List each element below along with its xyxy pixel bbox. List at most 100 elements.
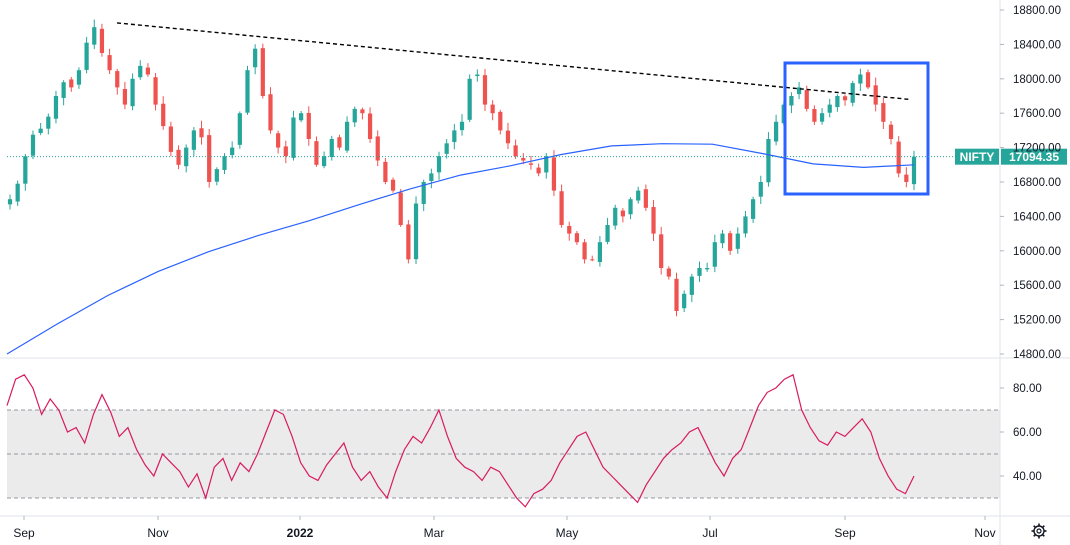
- candle[interactable]: [367, 107, 373, 143]
- candle[interactable]: [689, 273, 694, 303]
- candle[interactable]: [260, 43, 265, 99]
- candle[interactable]: [176, 145, 181, 170]
- candle[interactable]: [299, 110, 304, 123]
- candle[interactable]: [682, 290, 687, 313]
- candle[interactable]: [827, 98, 832, 118]
- candle[interactable]: [184, 144, 189, 173]
- candle[interactable]: [38, 123, 43, 136]
- candle[interactable]: [490, 100, 495, 121]
- candle[interactable]: [444, 139, 449, 159]
- rsi-pane[interactable]: [6, 373, 1000, 508]
- candle[interactable]: [283, 140, 288, 164]
- candle[interactable]: [321, 151, 327, 169]
- candle[interactable]: [314, 136, 319, 167]
- candle[interactable]: [904, 167, 909, 188]
- candle[interactable]: [222, 153, 227, 175]
- candle[interactable]: [597, 236, 603, 267]
- candle[interactable]: [850, 80, 855, 107]
- candle[interactable]: [199, 120, 204, 145]
- candle[interactable]: [207, 128, 212, 188]
- candle[interactable]: [344, 116, 350, 153]
- candle[interactable]: [674, 272, 679, 317]
- candle[interactable]: [835, 94, 840, 112]
- candle[interactable]: [390, 177, 396, 193]
- candle[interactable]: [482, 68, 488, 112]
- price-pane[interactable]: NIFTY 17094.35: [6, 19, 1067, 355]
- candle[interactable]: [559, 184, 564, 228]
- candle[interactable]: [337, 134, 342, 151]
- candle[interactable]: [628, 197, 633, 220]
- candle[interactable]: [383, 158, 388, 185]
- candle[interactable]: [590, 255, 595, 262]
- moving-average-line[interactable]: [6, 143, 915, 355]
- candle[interactable]: [735, 227, 740, 254]
- candle[interactable]: [705, 262, 710, 272]
- candle[interactable]: [53, 90, 59, 124]
- candle[interactable]: [567, 221, 572, 241]
- candle[interactable]: [360, 107, 365, 120]
- candle[interactable]: [459, 114, 465, 136]
- candle[interactable]: [46, 113, 51, 135]
- candle[interactable]: [130, 73, 135, 111]
- candle[interactable]: [873, 77, 878, 112]
- candle[interactable]: [429, 168, 434, 189]
- candle[interactable]: [406, 220, 411, 264]
- candle[interactable]: [528, 155, 534, 170]
- candle[interactable]: [605, 217, 610, 245]
- candle[interactable]: [23, 154, 28, 191]
- candle[interactable]: [773, 114, 779, 146]
- candle[interactable]: [7, 194, 13, 210]
- candle[interactable]: [375, 130, 380, 167]
- candle[interactable]: [191, 127, 196, 157]
- candle[interactable]: [398, 188, 403, 227]
- candle[interactable]: [92, 19, 97, 50]
- candle[interactable]: [145, 63, 151, 77]
- candle[interactable]: [413, 196, 419, 265]
- candle[interactable]: [115, 68, 120, 95]
- candle[interactable]: [819, 108, 825, 125]
- candle[interactable]: [697, 261, 702, 282]
- candle[interactable]: [789, 92, 794, 114]
- candle[interactable]: [620, 208, 625, 223]
- candle[interactable]: [452, 123, 457, 150]
- candle[interactable]: [498, 109, 503, 135]
- candle[interactable]: [138, 60, 143, 80]
- candle[interactable]: [276, 130, 281, 154]
- candle[interactable]: [881, 97, 886, 130]
- candle[interactable]: [291, 110, 296, 161]
- candle[interactable]: [15, 180, 20, 206]
- highlight-box[interactable]: [783, 61, 930, 196]
- candle[interactable]: [766, 132, 771, 187]
- candle[interactable]: [153, 73, 158, 111]
- candle[interactable]: [613, 204, 618, 230]
- candle[interactable]: [253, 44, 258, 75]
- candle[interactable]: [122, 81, 128, 110]
- resistance-trendline[interactable]: [116, 22, 911, 101]
- candle[interactable]: [858, 68, 863, 92]
- candle[interactable]: [842, 94, 848, 106]
- candle[interactable]: [505, 122, 511, 149]
- candle[interactable]: [551, 150, 557, 196]
- candle[interactable]: [574, 230, 580, 245]
- rsi-line[interactable]: [6, 373, 915, 508]
- candle[interactable]: [666, 266, 671, 280]
- candle[interactable]: [230, 141, 235, 159]
- candle[interactable]: [475, 69, 480, 82]
- candle[interactable]: [720, 229, 725, 249]
- candle[interactable]: [536, 163, 541, 177]
- candle[interactable]: [865, 69, 871, 90]
- candle[interactable]: [728, 230, 733, 255]
- settings-gear-icon[interactable]: [1031, 523, 1047, 539]
- candle[interactable]: [245, 65, 250, 115]
- candle[interactable]: [352, 106, 357, 127]
- candle[interactable]: [69, 76, 74, 92]
- candle[interactable]: [168, 121, 173, 157]
- candle[interactable]: [61, 80, 66, 106]
- candle[interactable]: [436, 151, 442, 180]
- candle[interactable]: [758, 175, 763, 204]
- candle[interactable]: [712, 234, 717, 273]
- candle[interactable]: [214, 167, 219, 186]
- candle[interactable]: [99, 23, 105, 57]
- candle[interactable]: [76, 67, 82, 89]
